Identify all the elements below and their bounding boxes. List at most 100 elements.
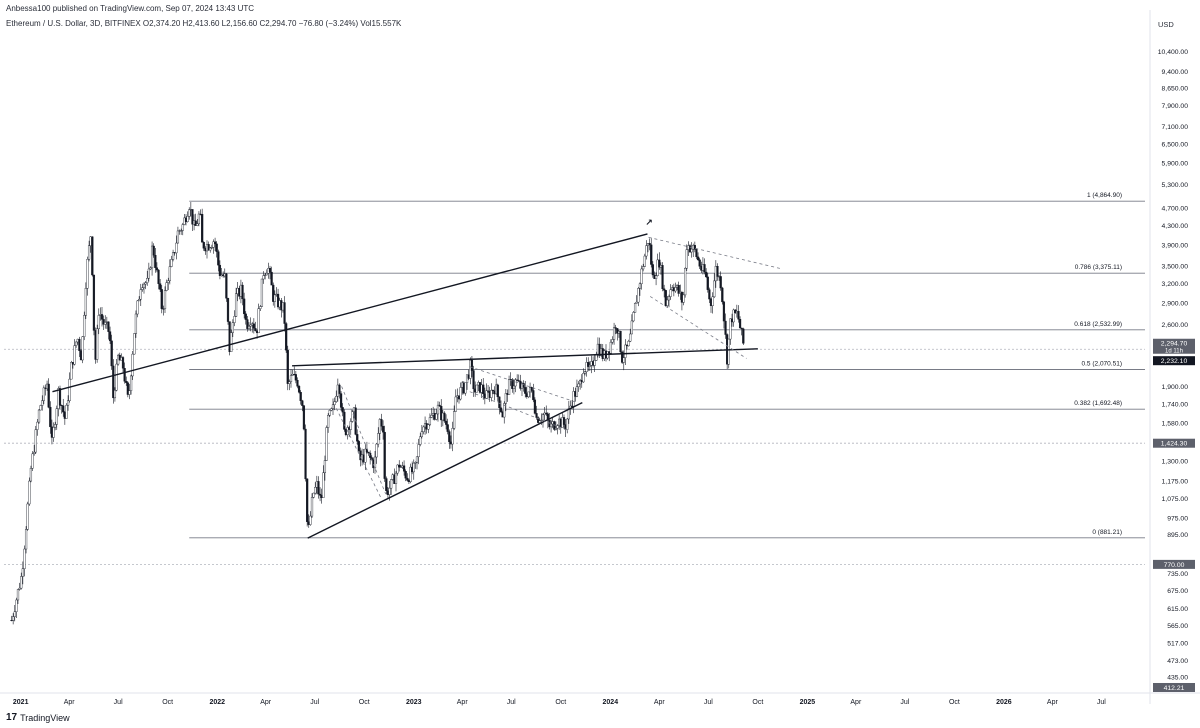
price-tick-label: 895.00 bbox=[1167, 532, 1188, 539]
candle-body bbox=[325, 427, 328, 461]
candle-body bbox=[37, 409, 41, 423]
price-tick-label: 5,900.00 bbox=[1162, 161, 1189, 168]
candle-body bbox=[724, 320, 727, 335]
candle-body bbox=[611, 339, 614, 343]
candle-body bbox=[113, 389, 117, 399]
candle-body bbox=[491, 389, 495, 392]
candle-body bbox=[39, 405, 42, 411]
candle-body bbox=[698, 259, 701, 267]
candle-body bbox=[47, 383, 50, 408]
candle-body bbox=[682, 294, 685, 303]
candle-body bbox=[614, 327, 617, 329]
candle-body bbox=[327, 415, 330, 428]
candle-body bbox=[339, 393, 343, 408]
price-tick-label: 2,900.00 bbox=[1162, 301, 1189, 308]
price-tag-label: 2,232.10 bbox=[1161, 358, 1188, 365]
candle-body bbox=[496, 384, 499, 398]
price-tick-label: 6,500.00 bbox=[1162, 142, 1189, 149]
time-tick-label: Apr bbox=[64, 699, 76, 706]
dotted-trendline bbox=[335, 408, 382, 498]
candle-body bbox=[373, 456, 377, 469]
candle-body bbox=[438, 404, 441, 407]
price-tag-box bbox=[1153, 682, 1195, 692]
candle-body bbox=[674, 287, 677, 292]
candle-body bbox=[210, 247, 213, 249]
candle-body bbox=[414, 462, 417, 464]
candle-body bbox=[705, 271, 708, 278]
candle-body bbox=[288, 381, 291, 384]
price-tick-label: 565.00 bbox=[1167, 623, 1188, 630]
candle-body bbox=[383, 431, 386, 479]
candle-body bbox=[585, 362, 588, 372]
candle-body bbox=[436, 404, 440, 415]
candle-body bbox=[377, 433, 380, 445]
time-tick-label: 2022 bbox=[209, 699, 225, 706]
candle-body bbox=[91, 236, 94, 276]
candle-body bbox=[75, 341, 78, 346]
candle-body bbox=[270, 271, 273, 286]
candle-body bbox=[28, 480, 31, 505]
candle-body bbox=[194, 220, 197, 226]
candle-body bbox=[262, 275, 265, 280]
candle-body bbox=[566, 418, 569, 430]
candle-body bbox=[78, 338, 81, 351]
price-tag-countdown: 1d 11h bbox=[1165, 349, 1183, 355]
candle-body bbox=[711, 296, 714, 307]
candle-body bbox=[404, 471, 407, 479]
candle-body bbox=[323, 460, 327, 474]
candle-body bbox=[465, 374, 469, 383]
candle-body bbox=[252, 323, 255, 329]
symbol-legend: Ethereum / U.S. Dollar, 3D, BITFINEX O2,… bbox=[6, 19, 402, 28]
candle-body bbox=[186, 216, 189, 222]
time-tick-label: Apr bbox=[1047, 699, 1059, 706]
fib-level-label: 1 (4,864.90) bbox=[1087, 192, 1122, 199]
brand-label: TradingView bbox=[20, 712, 70, 723]
price-tick-label: 1,175.00 bbox=[1162, 479, 1189, 486]
candle-body bbox=[587, 362, 590, 367]
time-tick-label: 2023 bbox=[406, 699, 422, 706]
time-tick-label: Oct bbox=[949, 699, 960, 706]
candle-body bbox=[168, 266, 171, 281]
time-tick-label: Oct bbox=[162, 699, 173, 706]
time-tick-label: Apr bbox=[850, 699, 862, 706]
candle-body bbox=[104, 322, 107, 325]
candle-body bbox=[268, 268, 272, 273]
candle-body bbox=[34, 429, 37, 453]
candle-body bbox=[635, 301, 638, 304]
candle-body bbox=[234, 293, 238, 317]
candle-body bbox=[367, 451, 370, 454]
fib-level-label: 0.382 (1,692.48) bbox=[1074, 400, 1122, 407]
candle-body bbox=[738, 319, 742, 329]
candle-body bbox=[131, 353, 134, 377]
price-tag: 2,232.10 bbox=[1153, 356, 1195, 366]
candle-body bbox=[226, 298, 230, 322]
trendline bbox=[292, 348, 758, 367]
arrow-marker-icon: ↑ bbox=[620, 350, 625, 360]
price-tag: 770.00 bbox=[1153, 559, 1195, 569]
tradingview-brand[interactable]: 17 TradingView bbox=[6, 712, 70, 723]
candle-body bbox=[627, 341, 630, 347]
candle-body bbox=[244, 313, 247, 320]
candle-body bbox=[538, 420, 541, 423]
candle-body bbox=[693, 245, 696, 250]
candle-body bbox=[215, 243, 218, 252]
candle-body bbox=[633, 303, 637, 313]
price-tag-label: 412.21 bbox=[1164, 685, 1185, 692]
time-tick-label: Apr bbox=[654, 699, 666, 706]
price-tick-label: 7,900.00 bbox=[1162, 103, 1189, 110]
candle-body bbox=[664, 290, 667, 306]
candle-body bbox=[642, 266, 645, 270]
time-tick-label: Jul bbox=[114, 699, 123, 706]
candle-body bbox=[545, 412, 548, 415]
candle-body bbox=[535, 413, 538, 418]
candle-body bbox=[86, 259, 89, 289]
candle-body bbox=[180, 230, 183, 232]
dotted-trendline bbox=[469, 366, 578, 404]
candle-body bbox=[66, 400, 70, 406]
candle-body bbox=[312, 492, 315, 498]
candle-body bbox=[97, 315, 100, 330]
candle-body bbox=[612, 327, 616, 340]
